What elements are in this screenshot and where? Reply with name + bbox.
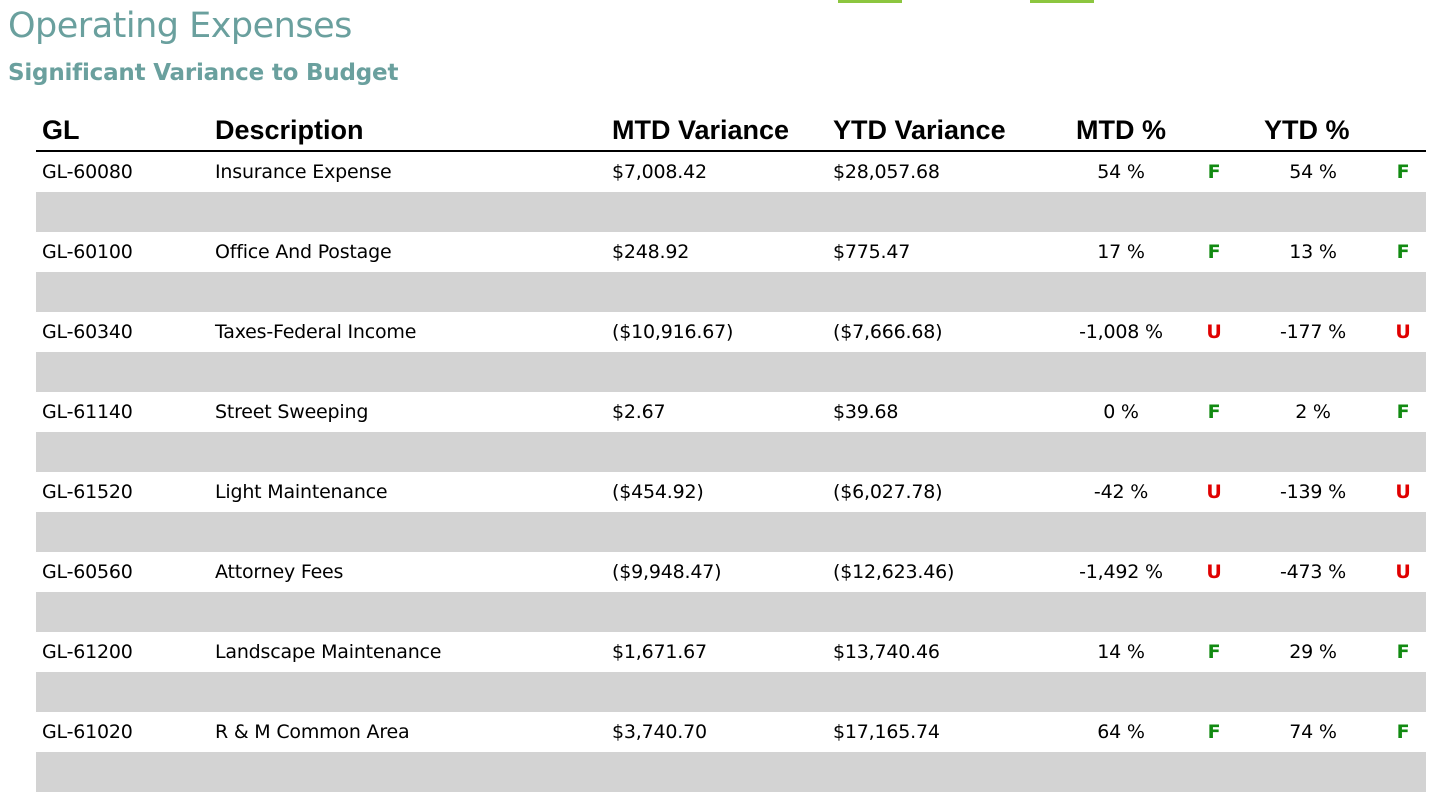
mtd-pct-cell: 64 % [1097, 721, 1145, 743]
tab-indicator-2 [1030, 0, 1094, 3]
table-row: GL-61520 Light Maintenance ($454.92) ($6,02… [36, 472, 1426, 512]
mtd-variance-cell: $1,671.67 [612, 641, 707, 663]
ytd-pct-cell: -177 % [1279, 321, 1346, 343]
table-row: GL-61020 R & M Common Area $3,740.70 $17,16… [36, 712, 1426, 752]
gl-cell: GL-60080 [42, 161, 133, 183]
table-header: GL Description MTD Variance YTD Variance… [36, 112, 1426, 152]
mtd-flag-cell: F [1207, 161, 1221, 183]
mtd-flag-cell: U [1206, 561, 1222, 583]
gl-cell: GL-60100 [42, 241, 133, 263]
ytd-flag-cell: F [1396, 721, 1410, 743]
row-separator-band [36, 752, 1426, 792]
table-row: GL-61140 Street Sweeping $2.67 $39.68 0 % F 2 … [36, 392, 1426, 432]
mtd-variance-cell: ($454.92) [612, 481, 704, 503]
tab-indicator-1 [838, 0, 902, 3]
ytd-flag-cell: U [1395, 481, 1411, 503]
mtd-pct-cell: 14 % [1097, 641, 1145, 663]
table-body: GL-60080 Insurance Expense $7,008.42 $28,05… [36, 152, 1426, 792]
mtd-flag-cell: F [1207, 641, 1221, 663]
description-cell: Street Sweeping [215, 401, 369, 423]
mtd-variance-cell: $3,740.70 [612, 721, 707, 743]
mtd-pct-cell: -1,492 % [1079, 561, 1163, 583]
header-gl: GL [42, 115, 80, 145]
header-mtd-variance: MTD Variance [612, 115, 790, 145]
ytd-pct-cell: 13 % [1289, 241, 1337, 263]
ytd-variance-cell: ($6,027.78) [833, 481, 943, 503]
ytd-variance-cell: $13,740.46 [833, 641, 940, 663]
ytd-flag-cell: U [1395, 321, 1411, 343]
ytd-pct-cell: 54 % [1289, 161, 1337, 183]
variance-table: GL Description MTD Variance YTD Variance… [36, 112, 1426, 792]
ytd-flag-cell: F [1396, 241, 1410, 263]
mtd-variance-cell: ($10,916.67) [612, 321, 734, 343]
description-cell: Light Maintenance [215, 481, 388, 503]
row-separator-band [36, 512, 1426, 552]
header-ytd-variance: YTD Variance [833, 115, 1006, 145]
description-cell: Insurance Expense [215, 161, 392, 183]
mtd-pct-cell: 0 % [1103, 401, 1139, 423]
mtd-pct-cell: -1,008 % [1079, 321, 1163, 343]
gl-cell: GL-61020 [42, 721, 133, 743]
gl-cell: GL-60560 [42, 561, 133, 583]
header-ytd-pct: YTD % [1264, 115, 1350, 145]
header-mtd-pct: MTD % [1076, 115, 1166, 145]
ytd-flag-cell: U [1395, 561, 1411, 583]
ytd-variance-cell: ($7,666.68) [833, 321, 943, 343]
mtd-flag-cell: U [1206, 481, 1222, 503]
gl-cell: GL-61140 [42, 401, 133, 423]
table-row: GL-60080 Insurance Expense $7,008.42 $28,05… [36, 152, 1426, 192]
ytd-pct-cell: 29 % [1289, 641, 1337, 663]
header-description: Description [215, 115, 364, 145]
report-subtitle: Significant Variance to Budget [8, 60, 399, 86]
ytd-flag-cell: F [1396, 161, 1410, 183]
ytd-variance-cell: $39.68 [833, 401, 899, 423]
mtd-flag-cell: U [1206, 321, 1222, 343]
ytd-variance-cell: $17,165.74 [833, 721, 940, 743]
description-cell: R & M Common Area [215, 721, 410, 743]
row-separator-band [36, 192, 1426, 232]
table-row: GL-60100 Office And Postage $248.92 $775.47… [36, 232, 1426, 272]
ytd-pct-cell: -473 % [1279, 561, 1346, 583]
mtd-variance-cell: ($9,948.47) [612, 561, 722, 583]
ytd-flag-cell: F [1396, 401, 1410, 423]
gl-cell: GL-60340 [42, 321, 133, 343]
description-cell: Attorney Fees [215, 561, 344, 583]
mtd-flag-cell: F [1207, 721, 1221, 743]
row-separator-band [36, 272, 1426, 312]
gl-cell: GL-61200 [42, 641, 133, 663]
row-separator-band [36, 352, 1426, 392]
mtd-pct-cell: 54 % [1097, 161, 1145, 183]
row-separator-band [36, 432, 1426, 472]
mtd-variance-cell: $248.92 [612, 241, 690, 263]
row-separator-band [36, 672, 1426, 712]
mtd-flag-cell: F [1207, 401, 1221, 423]
ytd-pct-cell: 74 % [1289, 721, 1337, 743]
mtd-flag-cell: F [1207, 241, 1221, 263]
ytd-variance-cell: $28,057.68 [833, 161, 940, 183]
mtd-variance-cell: $2.67 [612, 401, 666, 423]
mtd-pct-cell: 17 % [1097, 241, 1145, 263]
table-row: GL-60560 Attorney Fees ($9,948.47) ($12,623… [36, 552, 1426, 592]
row-separator-band [36, 592, 1426, 632]
ytd-flag-cell: F [1396, 641, 1410, 663]
mtd-pct-cell: -42 % [1093, 481, 1149, 503]
description-cell: Landscape Maintenance [215, 641, 442, 663]
report-title: Operating Expenses [8, 6, 352, 46]
table-row: GL-61200 Landscape Maintenance $1,671.67 $1… [36, 632, 1426, 672]
gl-cell: GL-61520 [42, 481, 133, 503]
description-cell: Taxes-Federal Income [215, 321, 417, 343]
table-row: GL-60340 Taxes-Federal Income ($10,916.67)… [36, 312, 1426, 352]
ytd-pct-cell: 2 % [1295, 401, 1331, 423]
ytd-variance-cell: ($12,623.46) [833, 561, 955, 583]
description-cell: Office And Postage [215, 241, 392, 263]
ytd-pct-cell: -139 % [1279, 481, 1346, 503]
mtd-variance-cell: $7,008.42 [612, 161, 707, 183]
ytd-variance-cell: $775.47 [833, 241, 911, 263]
